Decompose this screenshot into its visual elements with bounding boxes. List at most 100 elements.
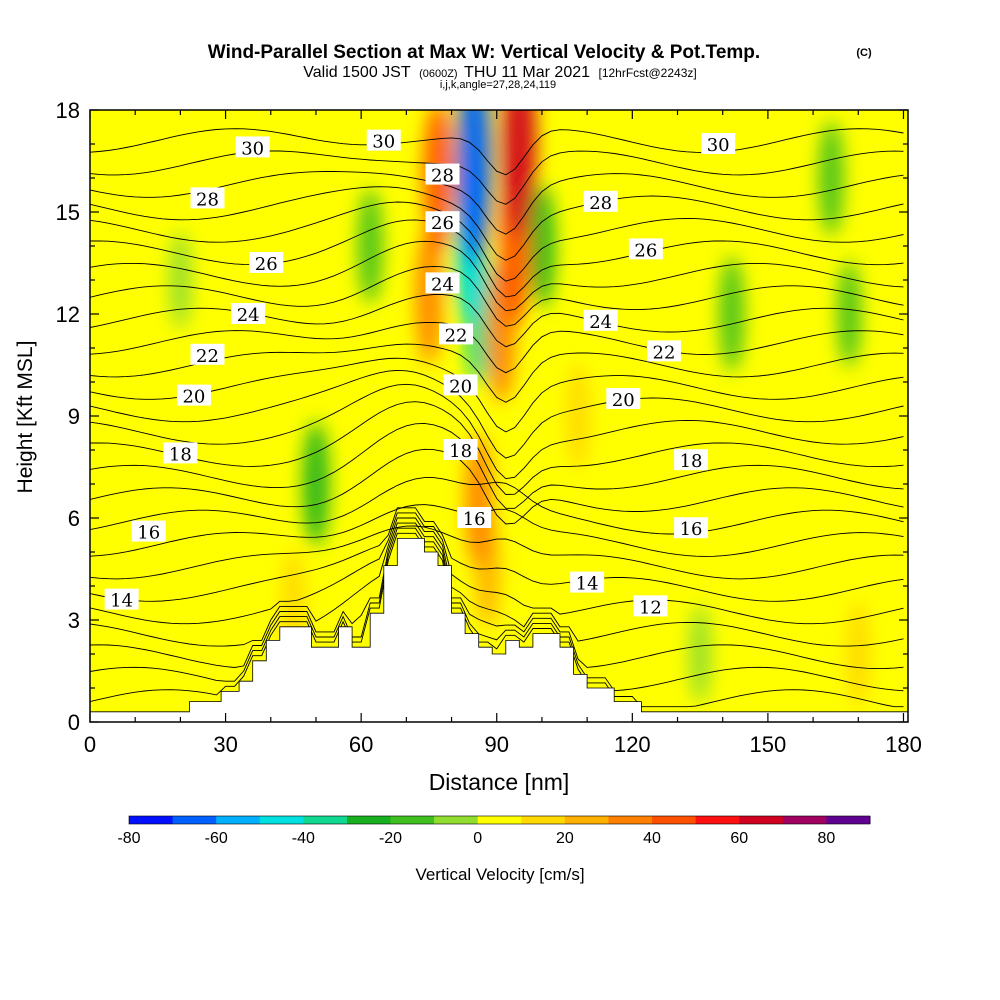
contour-label: 18 (443, 439, 478, 462)
copyright-mark: (C) (856, 47, 872, 59)
contour-label: 28 (190, 187, 225, 210)
colorbar-swatch (129, 816, 174, 824)
contour-label: 16 (457, 507, 492, 530)
contour-label-box (701, 133, 736, 154)
axis-ticks (89, 109, 908, 723)
contour-label: 20 (443, 374, 478, 397)
colorbar-swatch (303, 816, 348, 824)
contour-label: 28 (425, 163, 460, 187)
velocity-cell (719, 256, 745, 372)
valid-utc: (0600Z) (419, 68, 458, 80)
contour-label-box (628, 238, 663, 260)
x-tick-label: 0 (84, 732, 96, 757)
contour-label-box (425, 163, 460, 185)
contour-label: 26 (425, 211, 460, 234)
theta-isoline (90, 343, 904, 403)
contour-label-text: 24 (237, 305, 260, 326)
velocity-cell (502, 110, 537, 238)
contour-label-box (443, 439, 478, 460)
theta-isoline (90, 383, 904, 480)
x-tick-label: 90 (484, 732, 508, 757)
y-tick-label: 3 (68, 608, 80, 633)
colorbar-swatch (564, 816, 609, 824)
contour-label: 28 (583, 190, 618, 214)
y-tick-label: 9 (68, 404, 80, 429)
contour-label: 16 (674, 517, 709, 540)
contour-label-text: 22 (196, 346, 219, 367)
contour-label-text: 22 (445, 325, 468, 346)
terrain-mask (90, 538, 908, 722)
contour-label-text: 24 (589, 312, 612, 333)
x-tick-label: 30 (213, 732, 237, 757)
x-tick-label: 120 (614, 732, 651, 757)
colorbar-swatch (434, 816, 479, 824)
contour-label-text: 24 (431, 274, 454, 295)
contour-label-box (583, 190, 618, 212)
colorbar-swatch (216, 816, 261, 824)
contour-label-text: 28 (431, 166, 454, 187)
contour-label-text: 14 (110, 591, 133, 612)
contour-label-box (231, 303, 266, 324)
contour-label-text: 16 (463, 509, 486, 530)
contour-label-text: 30 (707, 135, 730, 156)
theta-isoline (90, 240, 904, 312)
colorbar-tick-label: 80 (818, 830, 836, 847)
theta-isoline (90, 527, 904, 692)
contour-label: 26 (249, 252, 284, 275)
contour-label-text: 20 (449, 376, 472, 397)
contour-label: 20 (176, 384, 211, 408)
theta-isoline (90, 357, 904, 433)
contour-label-box (570, 571, 605, 593)
x-tick-label: 60 (349, 732, 373, 757)
contour-label-box (457, 507, 492, 528)
contour-label-text: 18 (680, 451, 703, 472)
valid-line: Valid 1500 JST (0600Z) THU 11 Mar 2021 [… (303, 64, 696, 81)
theta-isoline (90, 171, 904, 235)
y-tick-label: 6 (68, 506, 80, 531)
colorbar-swatch (259, 816, 304, 824)
contour-label-text: 12 (639, 597, 662, 618)
theta-isoline (90, 219, 904, 298)
contour-label-box (425, 272, 460, 294)
colorbar-tick-label: 40 (643, 830, 661, 847)
colorbar-swatch (739, 816, 784, 824)
velocity-cell (169, 231, 192, 329)
colorbar-swatch (608, 816, 653, 824)
velocity-field (115, 110, 871, 708)
velocity-cell (465, 434, 493, 568)
contour-label-box (646, 340, 681, 362)
theta-isoline (90, 294, 904, 348)
theta-isoline (90, 448, 904, 525)
velocity-cell (818, 120, 844, 236)
contour-label-box (249, 252, 284, 273)
contour-label: 16 (131, 520, 166, 544)
contour-label: 30 (366, 129, 401, 153)
contour-label-box (190, 343, 225, 365)
colorbar-tick-label: -80 (117, 830, 140, 847)
contour-label-text: 20 (182, 387, 205, 408)
theta-isoline (90, 401, 904, 495)
contour-label-box (235, 136, 270, 158)
colorbar-label: Vertical Velocity [cm/s] (415, 865, 584, 884)
velocity-cell (415, 230, 443, 364)
y-axis-label: Height [Kft MSL] (14, 341, 37, 494)
velocity-cell (455, 110, 493, 264)
velocity-cell (302, 421, 329, 547)
velocity-cell (115, 337, 137, 427)
contour-label: 18 (674, 449, 709, 472)
theta-isoline (90, 321, 904, 374)
contour-label: 18 (163, 442, 198, 465)
y-tick-label: 18 (56, 98, 80, 123)
colorbar-tick-label: 20 (556, 830, 574, 847)
colorbar-swatch (826, 816, 871, 824)
velocity-cell (566, 362, 590, 470)
velocity-cell (528, 183, 555, 309)
contour-label-text: 26 (634, 240, 657, 261)
theta-isoline (90, 525, 904, 580)
contour-label: 14 (104, 588, 139, 612)
x-tick-label: 180 (885, 732, 922, 757)
contour-label: 20 (606, 388, 641, 411)
colorbar-tick-label: -20 (379, 830, 402, 847)
velocity-cell (688, 605, 712, 703)
